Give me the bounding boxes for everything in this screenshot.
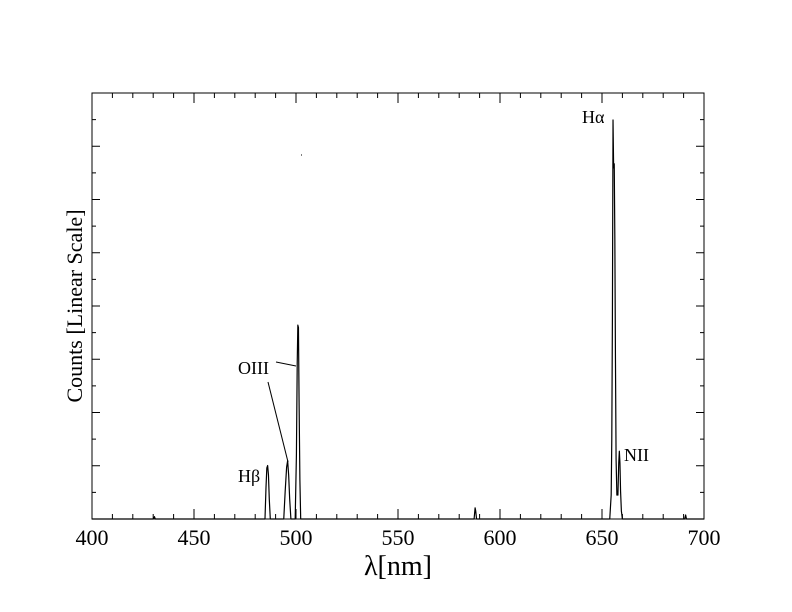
- x-minor-ticks: [112, 93, 683, 519]
- y-axis-title: Counts [Linear Scale]: [62, 209, 87, 402]
- x-tick-labels: 400 450 500 550 600 650 700: [76, 525, 721, 550]
- x-tick-label: 500: [280, 525, 313, 550]
- x-tick-label: 600: [484, 525, 517, 550]
- x-tick-label: 550: [382, 525, 415, 550]
- x-tick-label: 450: [178, 525, 211, 550]
- x-tick-label: 650: [586, 525, 619, 550]
- x-tick-label: 400: [76, 525, 109, 550]
- annotation-h-alpha: Hα: [582, 107, 605, 127]
- annotation-oiii: OIII: [238, 358, 269, 378]
- x-major-ticks: [194, 93, 602, 519]
- x-tick-label: 700: [688, 525, 721, 550]
- x-axis-title: λ[nm]: [364, 551, 432, 582]
- spectrum-line: [92, 120, 704, 519]
- annotation-h-beta: Hβ: [238, 466, 260, 486]
- oiii-leader-line-2: [268, 382, 288, 462]
- annotation-nii: NII: [624, 445, 649, 465]
- oiii-leader-line-1: [276, 362, 296, 366]
